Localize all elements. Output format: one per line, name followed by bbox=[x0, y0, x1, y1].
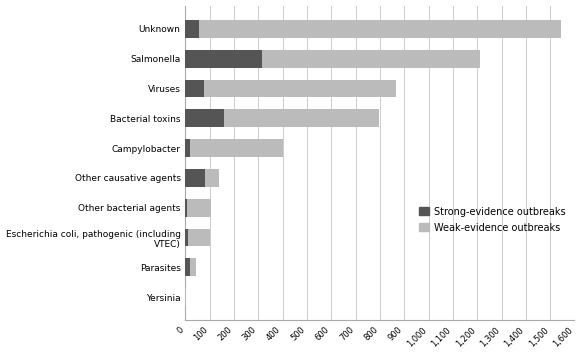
Bar bbox=[190, 139, 282, 157]
Bar bbox=[186, 139, 190, 157]
Bar bbox=[186, 169, 205, 187]
Bar bbox=[205, 169, 219, 187]
Bar bbox=[199, 20, 561, 38]
Bar bbox=[186, 20, 199, 38]
Bar bbox=[188, 229, 210, 246]
Bar bbox=[186, 109, 224, 127]
Bar bbox=[186, 199, 187, 217]
Legend: Strong-evidence outbreaks, Weak-evidence outbreaks: Strong-evidence outbreaks, Weak-evidence… bbox=[416, 203, 570, 236]
Bar bbox=[186, 50, 262, 68]
Bar bbox=[224, 109, 379, 127]
Bar bbox=[187, 199, 211, 217]
Bar bbox=[186, 229, 188, 246]
Bar bbox=[262, 50, 480, 68]
Bar bbox=[204, 80, 396, 97]
Bar bbox=[186, 258, 190, 276]
Bar bbox=[186, 80, 204, 97]
Bar bbox=[190, 258, 197, 276]
